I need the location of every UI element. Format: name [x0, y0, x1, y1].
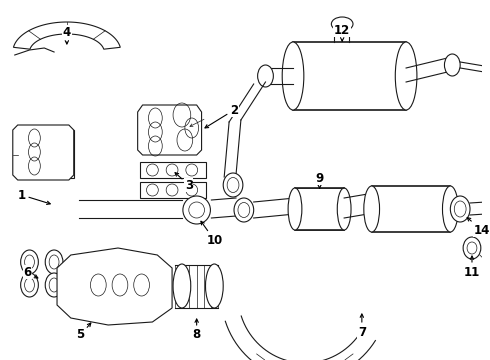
Bar	[295, 188, 344, 230]
Polygon shape	[57, 248, 172, 325]
Ellipse shape	[442, 186, 458, 232]
Ellipse shape	[395, 42, 417, 110]
Text: 9: 9	[316, 171, 324, 188]
Text: 8: 8	[193, 319, 201, 342]
Polygon shape	[13, 125, 74, 180]
Text: 1: 1	[18, 189, 50, 204]
Text: 6: 6	[24, 266, 38, 279]
Bar	[140, 162, 206, 178]
Ellipse shape	[282, 42, 304, 110]
Ellipse shape	[337, 188, 351, 230]
Ellipse shape	[444, 54, 460, 76]
Text: 12: 12	[334, 23, 350, 41]
Text: 11: 11	[464, 256, 480, 279]
Bar	[372, 186, 450, 232]
Text: 16: 16	[0, 359, 1, 360]
Text: 3: 3	[175, 173, 193, 192]
Ellipse shape	[32, 132, 42, 148]
Ellipse shape	[288, 188, 302, 230]
Text: 5: 5	[76, 323, 91, 342]
Text: 10: 10	[201, 221, 222, 247]
Ellipse shape	[205, 264, 223, 308]
Ellipse shape	[183, 196, 210, 224]
Ellipse shape	[21, 273, 38, 297]
Ellipse shape	[189, 202, 204, 218]
Ellipse shape	[364, 186, 380, 232]
Text: 15: 15	[0, 359, 1, 360]
Ellipse shape	[258, 65, 273, 87]
Ellipse shape	[234, 198, 254, 222]
Bar	[140, 182, 206, 198]
Ellipse shape	[32, 156, 42, 172]
Ellipse shape	[45, 273, 63, 297]
Bar	[24, 130, 74, 178]
Polygon shape	[13, 22, 120, 49]
Text: 14: 14	[467, 217, 490, 237]
Ellipse shape	[173, 264, 191, 308]
Polygon shape	[138, 105, 201, 155]
Ellipse shape	[450, 196, 470, 222]
Text: 7: 7	[358, 314, 366, 338]
Text: 4: 4	[63, 26, 71, 44]
Ellipse shape	[21, 250, 38, 274]
Bar	[293, 42, 406, 110]
Ellipse shape	[223, 173, 243, 197]
Ellipse shape	[463, 237, 481, 259]
Ellipse shape	[32, 144, 42, 160]
Text: 2: 2	[205, 104, 238, 128]
Ellipse shape	[45, 250, 63, 274]
Text: 13: 13	[0, 359, 1, 360]
